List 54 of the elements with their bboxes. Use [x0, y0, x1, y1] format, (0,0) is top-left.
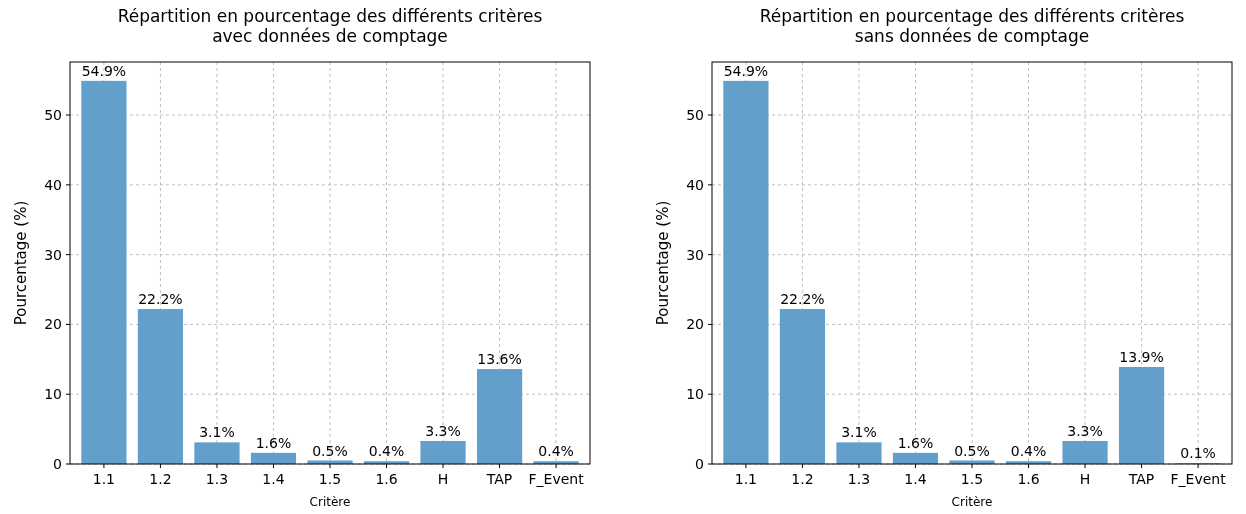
x-tick-label: H: [437, 471, 449, 487]
x-tick-label: 1.5: [960, 471, 984, 487]
data-label: 22.2%: [780, 291, 825, 308]
data-label: 1.6%: [897, 434, 934, 451]
data-label: 13.9%: [1119, 348, 1164, 365]
x-tick-label: 1.1: [92, 471, 116, 487]
x-tick-label: 1.4: [262, 471, 285, 487]
x-axis-title: Critère: [309, 495, 351, 509]
y-tick-label: 40: [44, 176, 62, 193]
data-label: 3.1%: [199, 424, 235, 441]
y-tick-label: 10: [44, 386, 62, 403]
x-tick-label: 1.4: [904, 471, 927, 487]
y-tick-label: 20: [686, 316, 704, 333]
y-axis-title: Pourcentage (%): [654, 200, 672, 326]
x-tick-label: TAP: [485, 471, 513, 487]
data-label: 13.6%: [477, 351, 522, 368]
x-axis-title: Critère: [951, 495, 993, 509]
data-label: 3.1%: [841, 424, 877, 441]
data-label: 1.6%: [255, 434, 292, 451]
data-label: 0.4%: [368, 443, 405, 460]
x-tick-label: 1.2: [791, 471, 814, 487]
data-label: 3.3%: [425, 422, 461, 439]
data-label: 54.9%: [81, 62, 127, 79]
x-tick-label: 1.5: [318, 471, 342, 487]
y-tick-label: 40: [686, 176, 704, 193]
x-tick-label: 1.6: [375, 471, 398, 487]
x-tick-label: 1.2: [149, 471, 172, 487]
y-tick-label: 10: [686, 386, 704, 403]
y-axis-title: Pourcentage (%): [12, 200, 30, 326]
data-label: 0.5%: [954, 442, 990, 459]
data-label: 3.3%: [1067, 422, 1103, 439]
x-tick-label: F_Event: [528, 471, 585, 487]
data-label: 0.4%: [1010, 443, 1047, 460]
data-label: 0.1%: [1180, 445, 1216, 462]
y-tick-label: 50: [44, 106, 62, 123]
data-label: 22.2%: [138, 291, 183, 308]
y-tick-label: 20: [44, 316, 62, 333]
data-label: 0.5%: [312, 442, 348, 459]
x-tick-label: H: [1079, 471, 1091, 487]
y-tick-label: 0: [53, 455, 62, 472]
data-label: 54.9%: [723, 62, 769, 79]
x-tick-label: 1.1: [734, 471, 758, 487]
data-label: 0.4%: [538, 443, 574, 460]
y-tick-label: 0: [695, 455, 704, 472]
x-tick-label: TAP: [1127, 471, 1155, 487]
y-tick-label: 50: [686, 106, 704, 123]
x-tick-label: F_Event: [1170, 471, 1227, 487]
chart-title: Répartition en pourcentage des différents critères avec données de comptage: [117, 6, 543, 46]
x-tick-label: 1.3: [847, 471, 871, 487]
x-tick-label: 1.3: [205, 471, 229, 487]
chart-title: Répartition en pourcentage des différents critères sans données de comptage: [759, 6, 1185, 46]
y-tick-label: 30: [44, 246, 62, 263]
y-tick-label: 30: [686, 246, 704, 263]
x-tick-label: 1.6: [1017, 471, 1040, 487]
